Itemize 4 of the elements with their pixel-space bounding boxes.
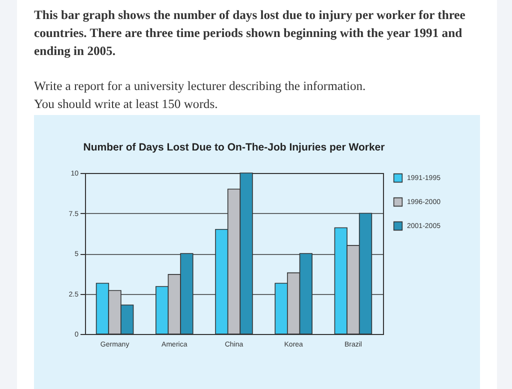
text: This bar graph shows the number of days lost due to injury per worker for three countries. There are three time periods shown beginning with the year 1991 and ending in 2005. bbox=[34, 7, 466, 60]
text: You should write at least 150 words. bbox=[34, 96, 219, 113]
text: Write a report for a university lecturer describing the information. bbox=[34, 78, 367, 95]
chart-title: Number of Days Lost Due to On-The-Job Injuries per Worker bbox=[83, 142, 385, 154]
